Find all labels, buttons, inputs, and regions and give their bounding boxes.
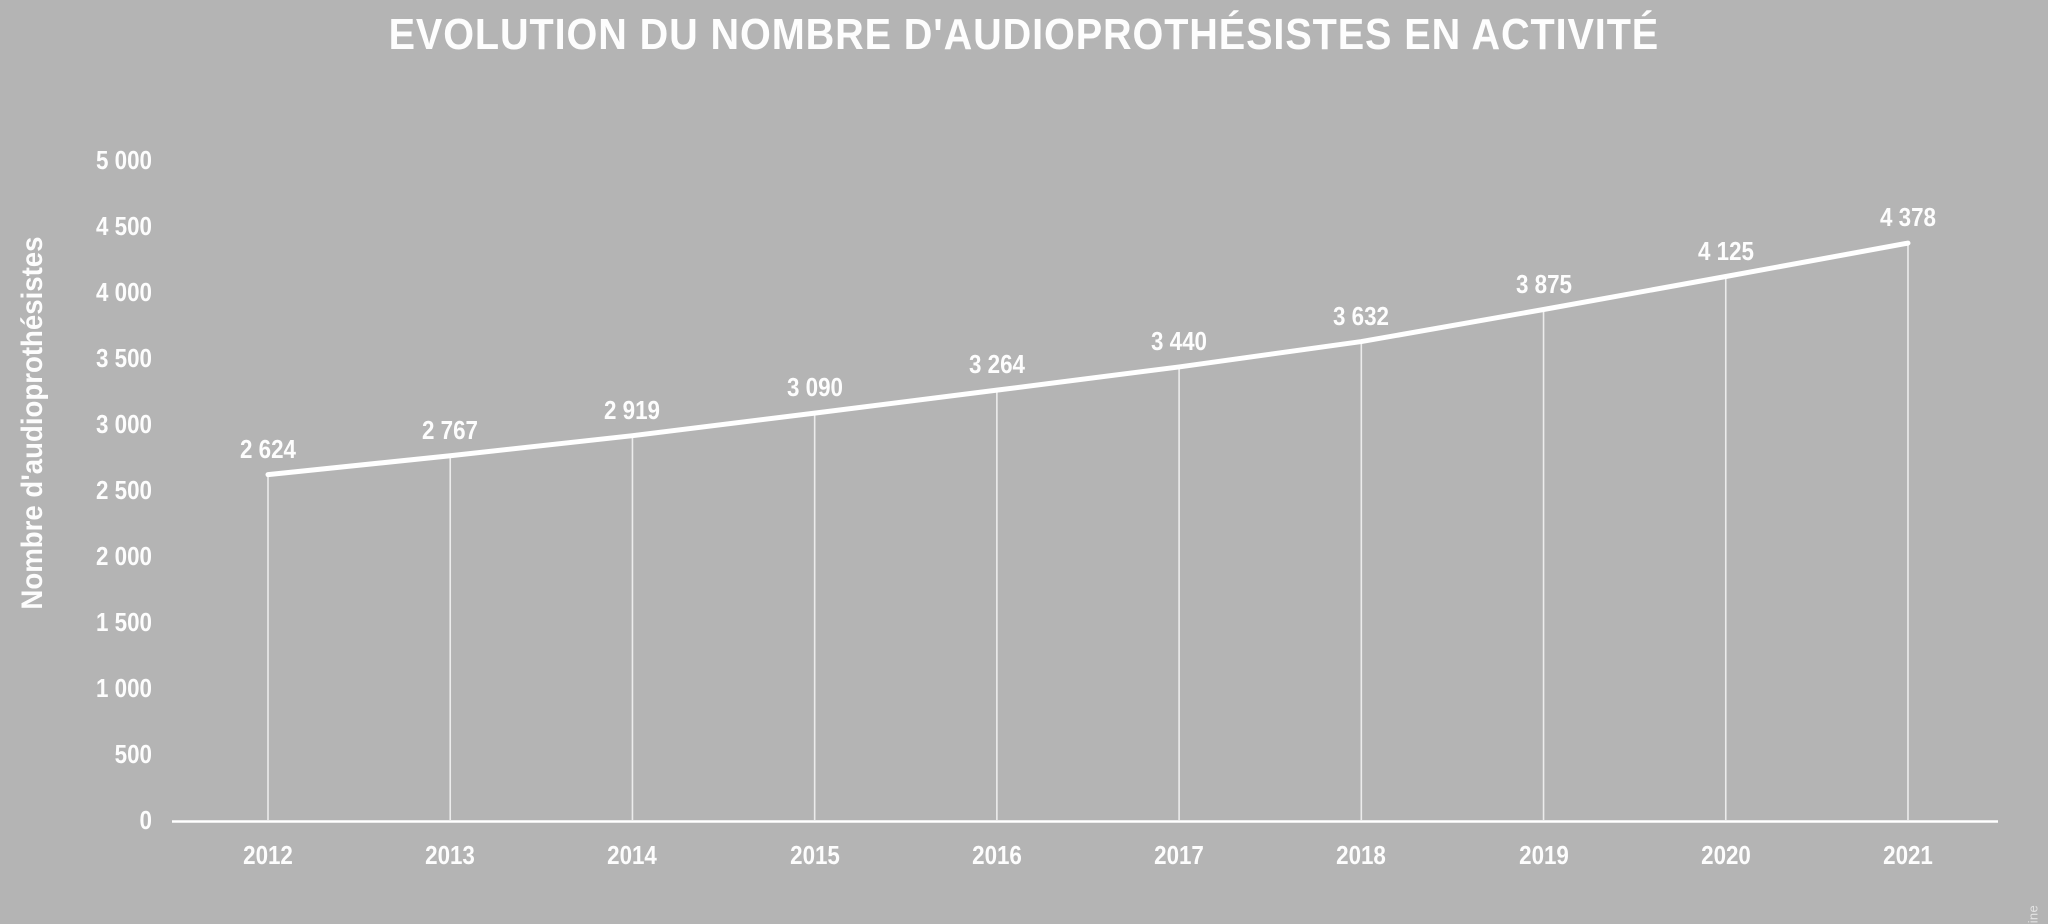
x-axis-tick-label: 2020 (1700, 840, 1751, 870)
y-axis-tick-label: 4 500 (96, 211, 152, 241)
y-axis-tick-label: 1 000 (96, 673, 152, 703)
y-axis-tick-label: 3 000 (96, 409, 152, 439)
x-axis-tick-label: 2014 (607, 840, 658, 870)
chart-title: EVOLUTION DU NOMBRE D'AUDIOPROTHÉSISTES … (0, 10, 2048, 60)
x-axis-tick-label: 2019 (1518, 840, 1569, 870)
x-axis-tick-label: 2015 (789, 840, 840, 870)
point-value-label: 3 632 (1333, 300, 1390, 331)
point-value-label: 3 440 (1151, 325, 1208, 356)
point-value-label: 4 125 (1697, 235, 1754, 266)
point-value-label: 3 090 (786, 372, 843, 403)
credit-text: Chiffres Drees - Crédit L'Ouïe Magazine (2025, 905, 2040, 924)
point-value-label: 2 919 (604, 394, 661, 425)
point-value-label: 3 264 (968, 349, 1025, 380)
y-axis-tick-label: 3 500 (96, 343, 152, 373)
y-axis-tick-label: 500 (114, 739, 152, 769)
chart-title-text: EVOLUTION DU NOMBRE D'AUDIOPROTHÉSISTES … (388, 10, 1660, 59)
data-line (265, 240, 1911, 478)
y-axis-tick-label: 5 000 (96, 145, 152, 175)
y-axis-tick-label: 0 (139, 805, 152, 835)
x-axis-tick-label: 2021 (1883, 840, 1933, 870)
x-axis-tick-label: 2013 (425, 840, 476, 870)
y-axis-tick-label: 4 000 (96, 277, 152, 307)
y-axis-tick-label: 2 000 (96, 541, 152, 571)
point-value-label: 4 378 (1879, 202, 1936, 233)
point-value-label: 2 624 (240, 433, 296, 464)
x-axis-tick-label: 2017 (1154, 840, 1204, 870)
point-value-label: 2 767 (422, 414, 479, 445)
x-axis-tick-label: 2016 (972, 840, 1022, 870)
x-axis-tick-label: 2018 (1336, 840, 1387, 870)
point-value-label: 3 875 (1515, 268, 1572, 299)
x-axis-tick-label: 2012 (243, 840, 293, 870)
y-axis-tick-label: 1 500 (96, 607, 152, 637)
y-axis-tick-label: 2 500 (96, 475, 152, 505)
